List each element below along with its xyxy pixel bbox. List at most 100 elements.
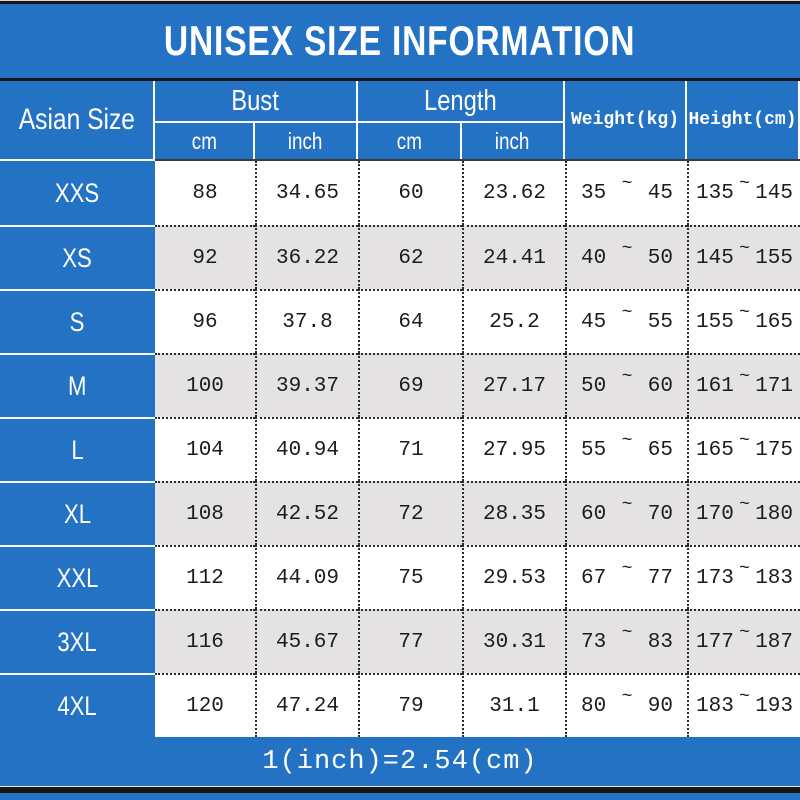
size-label: 4XL xyxy=(0,673,155,737)
tilde-separator: ~ xyxy=(621,495,633,515)
bust-inch-value: 34.65 xyxy=(255,161,358,225)
tilde-separator: ~ xyxy=(739,174,750,194)
tilde-separator: ~ xyxy=(621,239,633,259)
conversion-footer: 1(inch)=2.54(cm) xyxy=(0,737,800,786)
height-min: 173 xyxy=(696,566,734,590)
height-min: 177 xyxy=(696,630,734,654)
height-range: 170 ~ 180 xyxy=(687,481,800,545)
length-cm-value: 64 xyxy=(358,289,462,353)
tilde-separator: ~ xyxy=(621,559,633,579)
table-body: XXS 88 34.65 60 23.62 35 ~ 45 135 ~ 145 … xyxy=(0,161,800,737)
tilde-separator: ~ xyxy=(621,431,633,451)
header-bust-label: Bust xyxy=(231,84,280,117)
weight-range: 50 ~ 60 xyxy=(565,353,687,417)
header-length-inch-label: inch xyxy=(495,127,530,154)
conversion-formula: 1(inch)=2.54(cm) xyxy=(262,746,538,777)
bust-inch-value: 40.94 xyxy=(255,417,358,481)
weight-max: 50 xyxy=(647,246,673,270)
title-banner: UNISEX SIZE INFORMATION xyxy=(0,4,800,78)
tilde-separator: ~ xyxy=(739,623,750,643)
weight-range: 45 ~ 55 xyxy=(565,289,687,353)
height-range: 165 ~ 175 xyxy=(687,417,800,481)
height-max: 180 xyxy=(755,502,793,526)
height-range: 173 ~ 183 xyxy=(687,545,800,609)
bust-inch-value: 37.8 xyxy=(255,289,358,353)
bottom-hairline xyxy=(0,786,800,787)
height-max: 155 xyxy=(755,246,793,270)
height-min: 165 xyxy=(696,438,734,462)
weight-max: 90 xyxy=(647,694,673,718)
header-length-label: Length xyxy=(424,84,497,117)
height-range: 155 ~ 165 xyxy=(687,289,800,353)
height-range: 183 ~ 193 xyxy=(687,673,800,737)
weight-max: 70 xyxy=(647,502,673,526)
weight-min: 67 xyxy=(581,566,607,590)
weight-range: 60 ~ 70 xyxy=(565,481,687,545)
table-row: XXL 112 44.09 75 29.53 67 ~ 77 173 ~ 183 xyxy=(0,545,800,609)
weight-range: 67 ~ 77 xyxy=(565,545,687,609)
bust-cm-value: 104 xyxy=(155,417,255,481)
header-length-cm: cm xyxy=(358,123,460,159)
weight-range: 40 ~ 50 xyxy=(565,225,687,289)
size-label: XXS xyxy=(0,161,155,225)
tilde-separator: ~ xyxy=(739,559,750,579)
height-min: 161 xyxy=(696,374,734,398)
header-divider xyxy=(0,159,800,161)
header-asian-size-label: Asian Size xyxy=(18,103,135,136)
size-label: S xyxy=(0,289,155,353)
weight-max: 55 xyxy=(647,310,673,334)
height-min: 170 xyxy=(696,502,734,526)
length-cm-value: 77 xyxy=(358,609,462,673)
table-row: 4XL 120 47.24 79 31.1 80 ~ 90 183 ~ 193 xyxy=(0,673,800,737)
tilde-separator: ~ xyxy=(739,367,750,387)
weight-range: 80 ~ 90 xyxy=(565,673,687,737)
height-max: 193 xyxy=(755,694,793,718)
header-weight: Weight(kg) xyxy=(565,81,685,159)
bottom-black-rule xyxy=(0,787,800,793)
tilde-separator: ~ xyxy=(621,303,633,323)
tilde-separator: ~ xyxy=(739,687,750,707)
weight-min: 40 xyxy=(581,246,607,270)
size-label: XS xyxy=(0,225,155,289)
weight-min: 73 xyxy=(581,630,607,654)
length-inch-value: 27.95 xyxy=(462,417,565,481)
weight-range: 55 ~ 65 xyxy=(565,417,687,481)
table-row: XXS 88 34.65 60 23.62 35 ~ 45 135 ~ 145 xyxy=(0,161,800,225)
length-inch-value: 30.31 xyxy=(462,609,565,673)
size-label: L xyxy=(0,417,155,481)
length-cm-value: 69 xyxy=(358,353,462,417)
height-max: 145 xyxy=(755,181,793,205)
height-max: 183 xyxy=(755,566,793,590)
length-cm-value: 75 xyxy=(358,545,462,609)
header-height: Height(cm) xyxy=(687,81,798,159)
length-inch-value: 29.53 xyxy=(462,545,565,609)
table-row: M 100 39.37 69 27.17 50 ~ 60 161 ~ 171 xyxy=(0,353,800,417)
bust-inch-value: 47.24 xyxy=(255,673,358,737)
tilde-separator: ~ xyxy=(739,431,750,451)
header-length-inch: inch xyxy=(462,123,563,159)
size-label: XXL xyxy=(0,545,155,609)
height-min: 183 xyxy=(696,694,734,718)
length-inch-value: 24.41 xyxy=(462,225,565,289)
top-hairline xyxy=(0,0,800,1)
height-range: 135 ~ 145 xyxy=(687,161,800,225)
table-header: Asian Size Bust Length Weight(kg) Height… xyxy=(0,81,800,159)
length-cm-value: 79 xyxy=(358,673,462,737)
header-weight-label: Weight(kg) xyxy=(570,110,680,130)
bust-cm-value: 120 xyxy=(155,673,255,737)
length-inch-value: 31.1 xyxy=(462,673,565,737)
weight-min: 50 xyxy=(581,374,607,398)
length-cm-value: 62 xyxy=(358,225,462,289)
bust-inch-value: 42.52 xyxy=(255,481,358,545)
page-title: UNISEX SIZE INFORMATION xyxy=(164,17,636,64)
length-cm-value: 71 xyxy=(358,417,462,481)
length-inch-value: 23.62 xyxy=(462,161,565,225)
weight-range: 35 ~ 45 xyxy=(565,161,687,225)
header-bust-cm-label: cm xyxy=(191,127,217,154)
height-max: 165 xyxy=(755,310,793,334)
weight-max: 60 xyxy=(647,374,673,398)
height-range: 177 ~ 187 xyxy=(687,609,800,673)
tilde-separator: ~ xyxy=(739,239,750,259)
height-max: 171 xyxy=(755,374,793,398)
weight-range: 73 ~ 83 xyxy=(565,609,687,673)
